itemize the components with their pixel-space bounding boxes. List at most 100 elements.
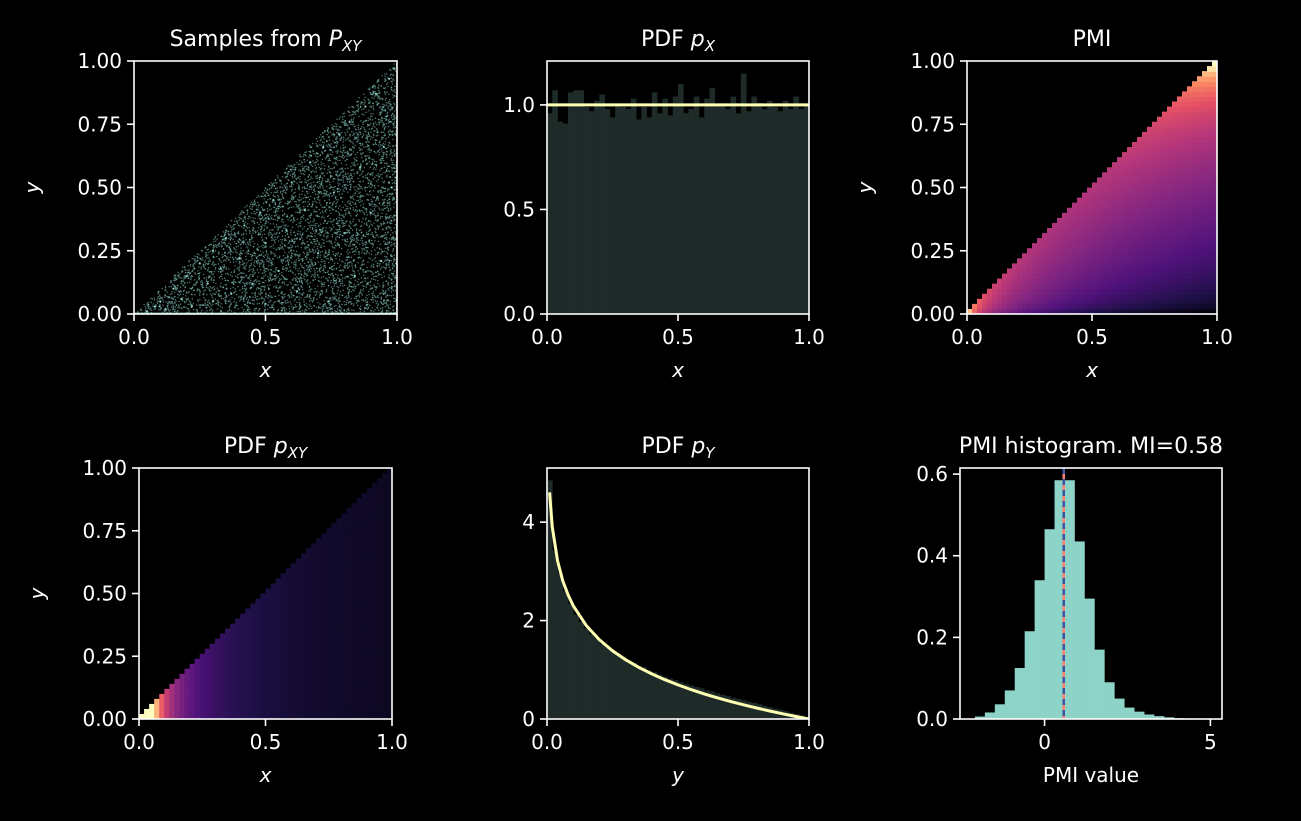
sample-dot (170, 285, 173, 288)
sample-dot (362, 235, 365, 237)
sample-dot (332, 281, 335, 284)
sample-dot (306, 256, 308, 259)
sample-dot (373, 258, 375, 260)
sample-dot (237, 281, 240, 283)
sample-dot (320, 134, 322, 136)
sample-dot (317, 249, 320, 252)
sample-dot (381, 309, 384, 311)
sample-dot (374, 90, 376, 93)
sample-dot (157, 300, 160, 302)
sample-dot (270, 245, 273, 248)
sample-dot (367, 144, 370, 147)
sample-dot (348, 231, 351, 234)
sample-dot (337, 220, 339, 222)
sample-dot (380, 119, 382, 121)
sample-dot (383, 191, 385, 193)
sample-dot (386, 251, 388, 254)
sample-dot (217, 263, 220, 265)
sample-dot (342, 141, 344, 143)
sample-dot (371, 185, 374, 187)
sample-dot (328, 199, 330, 201)
sample-dot (306, 296, 309, 298)
sample-dot (388, 226, 390, 228)
sample-dot (374, 200, 377, 202)
sample-dot (172, 298, 174, 301)
sample-dot (317, 198, 319, 201)
sample-dot (340, 217, 342, 220)
sample-dot (217, 300, 220, 302)
sample-dot (300, 273, 303, 275)
sample-dot (262, 264, 265, 266)
sample-dot (144, 305, 147, 308)
sample-dot (343, 187, 346, 189)
sample-dot (203, 267, 206, 269)
sample-dot (337, 207, 340, 210)
sample-dot (374, 117, 377, 119)
sample-dot (381, 137, 384, 139)
sample-dot (378, 141, 381, 143)
sample-dot (389, 109, 392, 112)
sample-dot (371, 115, 373, 117)
sample-dot (265, 236, 267, 239)
sample-dot (316, 174, 319, 177)
sample-dot (336, 201, 339, 203)
sample-dot (380, 273, 382, 276)
sample-dot (387, 231, 389, 233)
sample-dot (219, 265, 221, 268)
sample-dot (361, 113, 364, 115)
sample-dot (386, 259, 389, 261)
sample-dot (382, 87, 385, 89)
sample-dot (345, 175, 348, 178)
sample-dot (367, 117, 370, 119)
sample-dot (324, 266, 327, 269)
sample-dot (356, 242, 359, 244)
sample-dot (339, 116, 341, 118)
sample-dot (297, 184, 300, 186)
sample-dot (335, 267, 338, 270)
sample-dot (208, 243, 211, 246)
sample-dot (288, 216, 291, 219)
sample-dot (351, 265, 353, 267)
sample-dot (325, 277, 327, 280)
sample-dot (140, 309, 143, 312)
sample-dot (260, 206, 263, 209)
sample-dot (389, 303, 392, 305)
sample-dot (303, 153, 305, 156)
sample-dot (384, 152, 386, 154)
sample-dot (327, 261, 330, 264)
sample-dot (247, 298, 250, 301)
sample-dot (380, 302, 383, 305)
sample-dot (342, 150, 344, 152)
sample-dot (352, 218, 355, 220)
sample-dot (236, 274, 239, 276)
sample-dot (372, 205, 374, 208)
sample-dot (276, 269, 278, 271)
sample-dot (360, 281, 362, 284)
sample-dot (348, 213, 351, 215)
sample-dot (296, 162, 298, 164)
sample-dot (391, 83, 394, 85)
sample-dot (346, 300, 348, 302)
sample-dot (306, 237, 308, 239)
sample-dot (240, 279, 242, 282)
sample-dot (313, 291, 316, 293)
sample-dot (284, 184, 286, 186)
sample-dot (351, 302, 353, 304)
sample-dot (359, 229, 362, 231)
sample-dot (342, 225, 344, 228)
sample-dot (341, 171, 343, 173)
sample-dot (258, 217, 261, 220)
sample-dot (360, 299, 363, 301)
sample-dot (332, 226, 335, 228)
sample-dot (391, 243, 393, 246)
sample-dot (372, 292, 374, 295)
sample-dot (242, 219, 244, 221)
sample-dot (309, 265, 311, 268)
sample-dot (332, 250, 334, 253)
sample-dot (176, 287, 178, 289)
sample-dot (294, 245, 297, 248)
sample-dot (245, 258, 247, 261)
sample-dot (362, 123, 364, 126)
sample-dot (314, 294, 317, 297)
sample-dot (342, 189, 344, 191)
